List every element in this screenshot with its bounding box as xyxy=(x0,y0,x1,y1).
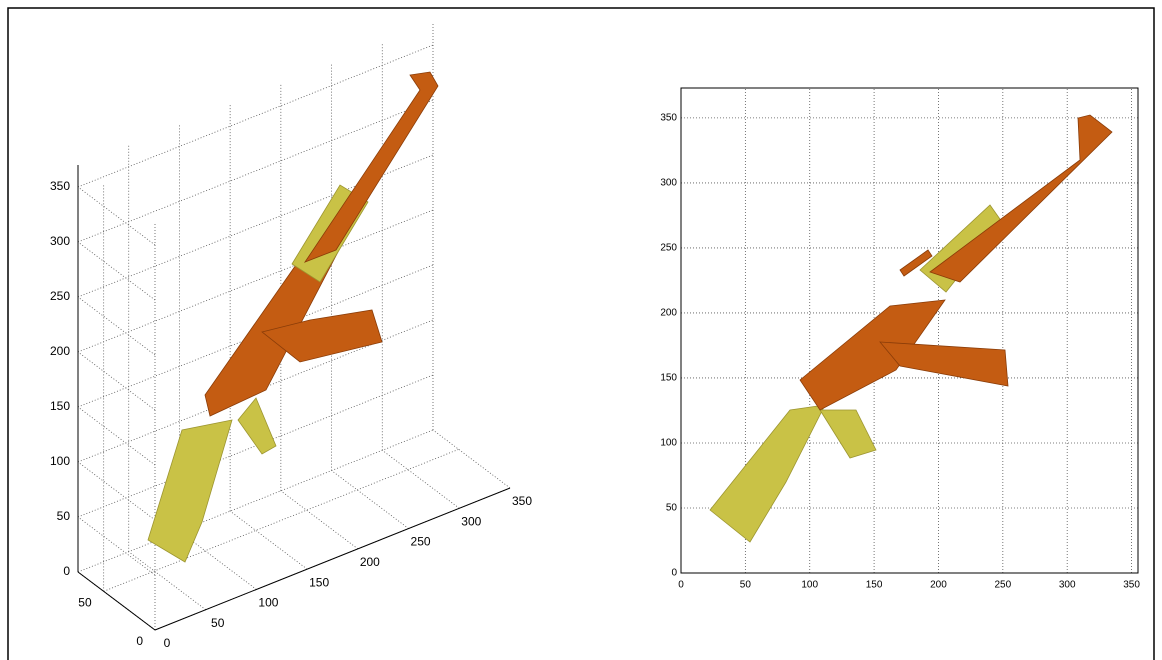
z-tick-label: 150 xyxy=(50,399,70,413)
z-tick-label: 350 xyxy=(50,179,70,193)
page: 0 50 100 150 200 250 300 350 0 50 0 50 100 150 200 250 3… xyxy=(0,0,1162,660)
x-tick-label: 50 xyxy=(740,580,752,591)
x-tick-label: 300 xyxy=(461,514,481,528)
y-tick-label: 300 xyxy=(660,178,677,189)
y-tick-label: 0 xyxy=(671,568,677,579)
x-tick-label: 250 xyxy=(994,580,1011,591)
y-tick-label: 250 xyxy=(660,243,677,254)
x-tick-label: 50 xyxy=(211,616,225,630)
z-tick-label: 250 xyxy=(50,289,70,303)
y-tick-label: 50 xyxy=(666,503,678,514)
figure: 0 50 100 150 200 250 300 350 0 50 0 50 100 150 200 250 3… xyxy=(0,0,1162,660)
x-tick-label: 100 xyxy=(801,580,818,591)
y-tick-label: 200 xyxy=(660,308,677,319)
x-tick-label: 150 xyxy=(309,575,329,589)
x-tick-label: 300 xyxy=(1059,580,1076,591)
y-tick-label: 150 xyxy=(660,373,677,384)
figure-frame xyxy=(8,8,1154,660)
x-tick-label: 0 xyxy=(164,636,171,650)
y-tick-label: 350 xyxy=(660,113,677,124)
z-tick-label: 200 xyxy=(50,344,70,358)
x-tick-label: 200 xyxy=(360,555,380,569)
x-tick-label: 100 xyxy=(258,596,278,610)
x-tick-label: 0 xyxy=(678,580,684,591)
z-tick-label: 100 xyxy=(50,454,70,468)
z-tick-label: 0 xyxy=(63,564,70,578)
x-tick-label: 150 xyxy=(866,580,883,591)
z-tick-label: 50 xyxy=(57,509,71,523)
z-tick-label: 300 xyxy=(50,234,70,248)
x-tick-label: 350 xyxy=(1123,580,1140,591)
y-tick-label: 0 xyxy=(136,634,143,648)
x-tick-label: 350 xyxy=(512,494,532,508)
x-tick-label: 250 xyxy=(411,535,431,549)
y-tick-label: 100 xyxy=(660,438,677,449)
y-tick-label: 50 xyxy=(78,596,92,610)
x-tick-label: 200 xyxy=(930,580,947,591)
